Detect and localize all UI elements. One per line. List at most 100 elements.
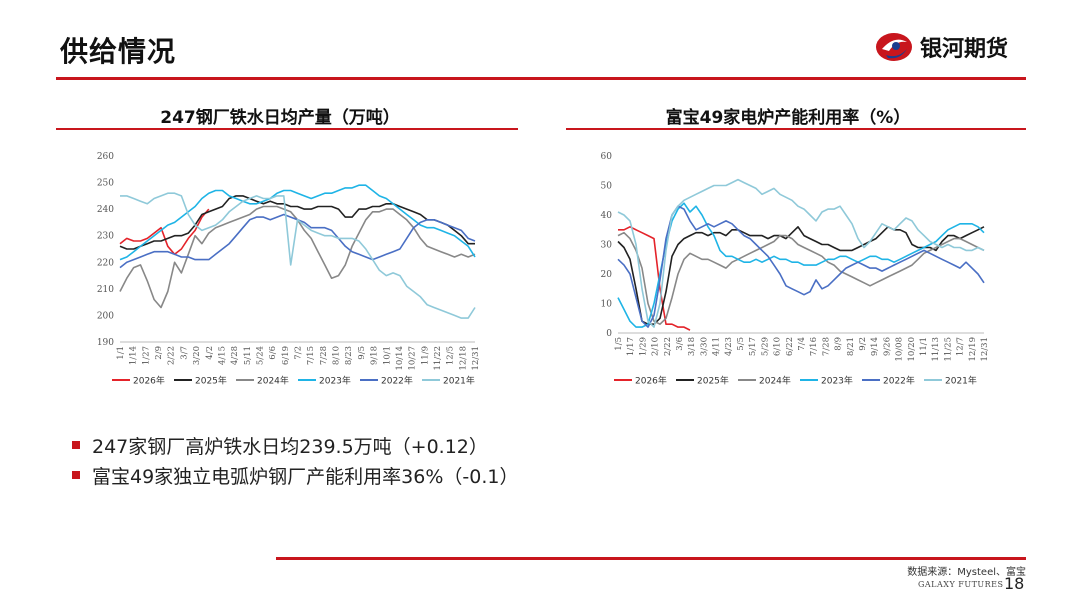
legend-label: 2023年	[319, 375, 351, 387]
y-tick-label: 210	[97, 285, 114, 295]
x-tick-label: 10/1	[382, 346, 392, 365]
x-tick-label: 2/9	[154, 346, 164, 360]
x-tick-label: 9/18	[370, 346, 380, 365]
x-tick-label: 12/31	[471, 346, 481, 371]
x-tick-label: 4/2	[205, 346, 215, 360]
x-tick-label: 1/5	[614, 337, 624, 351]
legend-label: 2021年	[443, 375, 475, 387]
x-tick-label: 1/29	[638, 337, 648, 356]
y-tick-label: 250	[97, 179, 114, 189]
chart-title-hot-metal: 247钢厂铁水日均产量（万吨）	[160, 108, 400, 128]
hot-metal-output-chart: 190 200 210 220 230 240 250 260 1/1 1/14 1/27 2/9 2/…	[97, 152, 481, 387]
y-tick-label: 260	[97, 152, 114, 162]
x-tick-label: 4/15	[217, 346, 227, 365]
x-tick-label: 12/7	[956, 337, 966, 356]
eaf-capacity-utilization-chart: 0 10 20 30 40 50 60 1/5 1/17 1/29 2/10 2/22 3/6 3/18 3…	[601, 152, 990, 387]
x-tick-label: 5/5	[736, 337, 746, 351]
x-tick-label: 7/28	[821, 337, 831, 356]
x-tick-label: 3/20	[192, 346, 202, 365]
logo-text: 银河期货	[920, 37, 1009, 62]
series-line-2021年	[120, 192, 476, 319]
x-tick-label: 3/18	[687, 337, 697, 356]
x-tick-label: 7/16	[809, 337, 819, 356]
legend-label: 2025年	[697, 375, 729, 387]
company-logo: 银河期货	[874, 27, 1008, 67]
bullet-square-icon	[72, 441, 80, 449]
x-tick-label: 6/10	[773, 337, 783, 356]
x-tick-label: 10/14	[395, 346, 405, 371]
x-tick-label: 3/6	[675, 337, 685, 351]
y-tick-label: 10	[601, 300, 613, 310]
x-tick-label: 11/9	[420, 346, 430, 365]
x-tick-label: 11/13	[931, 337, 941, 362]
x-tick-label: 12/5	[446, 346, 456, 365]
x-tick-label: 3/7	[179, 346, 189, 360]
x-tick-label: 12/18	[458, 346, 468, 371]
y-tick-label: 220	[97, 258, 114, 268]
y-tick-label: 190	[97, 338, 114, 348]
footer-brand: GALAXY FUTURES	[918, 580, 1004, 589]
data-source-note: 数据来源：Mysteel、富宝	[907, 567, 1026, 578]
x-tick-label: 12/31	[980, 337, 990, 362]
x-tick-label: 10/08	[895, 337, 905, 362]
legend-label: 2024年	[759, 375, 791, 387]
x-tick-label: 2/10	[651, 337, 661, 356]
page-title: 供给情况	[60, 35, 177, 68]
summary-bullet: 富宝49家独立电弧炉钢厂产能利用率36%（-0.1）	[72, 460, 518, 490]
x-tick-label: 2/22	[663, 337, 673, 356]
x-tick-label: 11/22	[433, 346, 443, 371]
series-line-2021年	[617, 178, 985, 328]
x-tick-label: 5/11	[243, 346, 253, 365]
chart-title-rule-right	[566, 128, 1026, 130]
page-number: 18	[1004, 574, 1025, 593]
x-tick-label: 5/17	[748, 337, 758, 356]
x-tick-label: 1/1	[116, 346, 126, 360]
x-tick-label: 8/21	[846, 337, 856, 356]
legend-label: 2022年	[381, 375, 413, 387]
y-tick-label: 40	[601, 211, 613, 221]
x-tick-label: 5/29	[760, 337, 770, 356]
summary-bullet: 247家钢厂高炉铁水日均239.5万吨（+0.12）	[72, 430, 518, 460]
y-tick-label: 20	[601, 270, 613, 280]
x-tick-label: 7/15	[306, 346, 316, 365]
x-tick-label: 6/6	[268, 346, 278, 360]
x-tick-label: 4/11	[712, 337, 722, 356]
x-tick-label: 4/23	[724, 337, 734, 356]
x-tick-label: 11/25	[943, 337, 953, 362]
y-tick-label: 50	[601, 182, 613, 192]
x-tick-label: 6/22	[785, 337, 795, 356]
x-tick-label: 7/28	[319, 346, 329, 365]
x-tick-label: 1/27	[141, 346, 151, 365]
y-tick-label: 60	[601, 152, 613, 162]
series-line-2025年	[119, 195, 475, 250]
x-tick-label: 2/22	[167, 346, 177, 365]
x-tick-label: 12/19	[968, 337, 978, 362]
legend-label: 2024年	[257, 375, 289, 387]
series-line-2023年	[119, 184, 476, 261]
legend-label: 2025年	[195, 375, 227, 387]
x-tick-label: 1/14	[129, 346, 139, 365]
series-line-2024年	[617, 231, 985, 325]
bullet-square-icon	[72, 471, 80, 479]
x-tick-label: 11/1	[919, 337, 929, 356]
footer-divider	[276, 557, 1026, 560]
y-tick-label: 200	[97, 311, 114, 321]
x-tick-label: 10/27	[408, 346, 418, 371]
chart-title-rule-left	[56, 128, 518, 130]
x-tick-label: 9/14	[870, 337, 880, 356]
x-tick-label: 6/19	[281, 346, 291, 365]
y-tick-label: 240	[97, 205, 114, 215]
series-line-2026年	[119, 208, 210, 256]
bullet-text-hot-metal: 247家钢厂高炉铁水日均239.5万吨（+0.12）	[92, 435, 488, 458]
legend-label: 2026年	[133, 375, 165, 387]
x-tick-label: 10/20	[907, 337, 917, 362]
bullet-text-eaf: 富宝49家独立电弧炉钢厂产能利用率36%（-0.1）	[92, 465, 519, 488]
x-tick-label: 3/30	[699, 337, 709, 356]
summary-bullets: 247家钢厂高炉铁水日均239.5万吨（+0.12） 富宝49家独立电弧炉钢厂产…	[72, 430, 518, 490]
x-tick-label: 5/24	[255, 346, 265, 365]
x-tick-label: 8/10	[332, 346, 342, 365]
x-tick-label: 7/4	[797, 337, 807, 351]
y-tick-label: 30	[601, 241, 613, 251]
x-tick-label: 1/17	[626, 337, 636, 356]
x-tick-label: 8/23	[344, 346, 354, 365]
